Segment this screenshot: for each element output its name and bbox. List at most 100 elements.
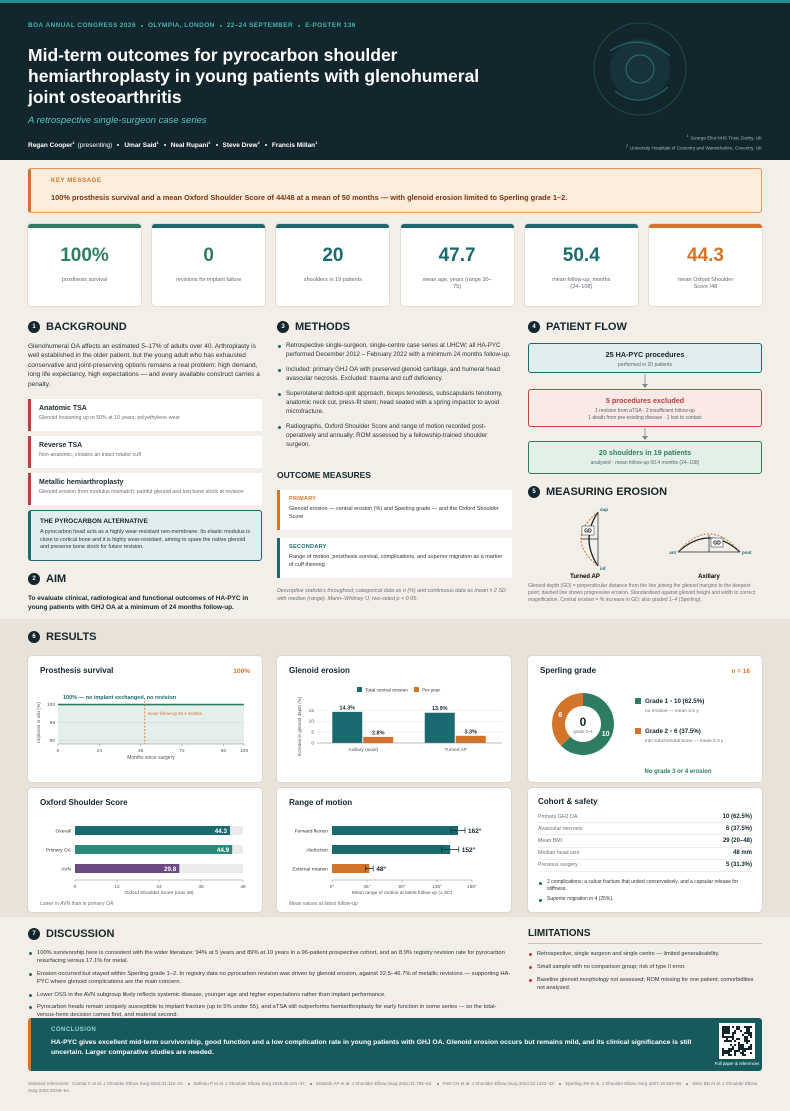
conclusion-label: CONCLUSION — [51, 1027, 97, 1033]
oxford-card: Oxford Shoulder Score Overall 44.3 Primary … — [28, 788, 262, 912]
conference-item: E-POSTER 136 — [305, 22, 356, 29]
pyrocarbon-box: THE PYROCARBON ALTERNATIVE A pyrocarbon … — [28, 510, 262, 561]
author-name: Regan Cooper — [28, 142, 73, 150]
card-title: Oxford Shoulder Score — [40, 798, 128, 807]
row-label: Avascular necrosis — [538, 825, 583, 832]
cohort-row: Mean BMI 29 (20–48) — [538, 835, 752, 848]
separator — [219, 24, 222, 27]
row-value: 10 (62.5%) — [722, 813, 752, 820]
section-heading: 1 BACKGROUND — [28, 321, 127, 333]
bar — [75, 864, 180, 873]
key-message-text: 100% prosthesis survival and a mean Oxfo… — [51, 193, 568, 202]
card-summary: 100% — [233, 668, 250, 675]
x-tick-label: 0° — [330, 884, 335, 890]
legend-value: 6 (37.5%) — [674, 728, 701, 735]
qr-module — [724, 1032, 726, 1034]
category-label: Abduction — [306, 847, 328, 853]
cohort-card: Cohort & safety Primary GHJ OA 10 (62.5%)… — [528, 788, 762, 912]
section-number: 6 — [28, 631, 40, 643]
qr-module — [742, 1050, 744, 1052]
bullet: Retrospective, single surgeon and single… — [528, 950, 762, 958]
qr-module — [726, 1050, 728, 1052]
separator — [559, 1082, 562, 1085]
section-number: 7 — [28, 928, 40, 940]
qr-module — [750, 1052, 752, 1054]
qr-module — [728, 1026, 730, 1028]
qr-module — [750, 1034, 752, 1036]
outcome-label: SECONDARY — [289, 544, 327, 550]
section-title: RESULTS — [46, 631, 97, 643]
reference: Sperling JW et al. J Shoulder Elbow Surg… — [565, 1081, 683, 1086]
row-label: Previous surgery — [538, 862, 578, 869]
survival-area — [58, 704, 244, 744]
qr-module — [728, 1030, 730, 1032]
qr-module — [744, 1032, 746, 1034]
qr-module — [724, 1040, 726, 1042]
cohort-row: Median head size 48 mm — [538, 848, 752, 860]
section-heading: 4 PATIENT FLOW — [528, 321, 627, 333]
discussion-list: 100% survivorship here is consistent wit… — [28, 949, 513, 1024]
section-title: DISCUSSION — [46, 928, 115, 940]
qr-module — [742, 1044, 744, 1046]
qr-module — [736, 1028, 738, 1030]
separator — [436, 1082, 439, 1085]
qr-module — [746, 1028, 748, 1030]
flow-detail: 1 revision from aTSA · 2 insufficient fo… — [595, 408, 695, 414]
bar — [75, 845, 233, 854]
section-heading: 3 METHODS — [277, 321, 350, 333]
qr-module — [748, 1032, 750, 1034]
separator — [310, 1082, 313, 1085]
qr-module — [728, 1036, 730, 1038]
value-label: 44.9 — [217, 847, 230, 854]
reference: Park CN et al. J Shoulder Elbow Surg 202… — [442, 1081, 556, 1086]
stat-card: 47.7 mean age, years (range 30–75) — [400, 224, 514, 306]
section-heading: 2 AIM — [28, 573, 66, 585]
bullet: Superolateral deltoid-split approach, bi… — [277, 390, 512, 417]
reference: Cointat C et al. J Shoulder Elbow Surg 2… — [72, 1081, 184, 1086]
stat-value: 0 — [203, 245, 214, 266]
direction-label: ant — [669, 550, 676, 555]
separator — [686, 1082, 689, 1085]
qr-module — [748, 1034, 750, 1036]
limitations-list: Retrospective, single surgeon and single… — [528, 950, 762, 997]
gd-box — [581, 525, 595, 536]
bullet: Radiographs, Oxford Shoulder Score and r… — [277, 423, 512, 450]
bullet: Baseline glenoid morphology not assessed… — [528, 976, 762, 992]
x-tick-label: 108 — [240, 748, 248, 754]
flow-box: 20 shoulders in 19 patients analysed · me… — [528, 441, 762, 474]
section-number: 1 — [28, 321, 40, 333]
qr-module — [750, 1046, 752, 1048]
bar — [455, 735, 486, 743]
legend-note: no erosion — mean 4.5 y — [645, 708, 699, 714]
qr-module — [732, 1032, 734, 1034]
qr-module — [742, 1046, 744, 1048]
qr-module — [742, 1048, 744, 1050]
rom-card: Range of motion Forward flexion 162° Abduct… — [277, 788, 511, 912]
author-affiliation: 2 — [257, 140, 260, 145]
qr-module — [744, 1036, 746, 1038]
value-label: 13.9% — [432, 706, 448, 712]
view-label: Turned AP — [570, 574, 600, 580]
author-affiliation: 2 — [208, 140, 211, 145]
separator — [215, 143, 218, 146]
qr-module — [738, 1048, 740, 1050]
background-item: Anatomic TSA Glenoid loosening up to 50% … — [28, 399, 262, 431]
flow-title: 5 procedures excluded — [605, 396, 685, 405]
y-tick-label: 100 — [47, 702, 55, 708]
bullet: Small sample with no comparison group; r… — [528, 963, 762, 971]
author: Steve Drew2 — [223, 140, 260, 149]
header-decoration — [593, 22, 687, 116]
x-tick-label: 72 — [179, 748, 185, 754]
author: Regan Cooper1 (presenting) — [28, 140, 112, 149]
legend-swatch — [635, 728, 641, 734]
y-tick-label: 95 — [50, 720, 56, 726]
qr-module — [746, 1026, 748, 1028]
qr-module — [732, 1046, 734, 1048]
flow-title: 25 HA-PYC procedures — [605, 350, 685, 359]
stat-card: 44.3 mean Oxford Shoulder Score /48 — [649, 224, 762, 306]
stat-value: 100% — [60, 245, 109, 266]
author-name: Neal Rupani — [170, 142, 209, 150]
qr-module — [730, 1044, 732, 1046]
chart-note: Lower in AVN than in primary OA — [40, 901, 114, 907]
bar — [332, 826, 458, 835]
